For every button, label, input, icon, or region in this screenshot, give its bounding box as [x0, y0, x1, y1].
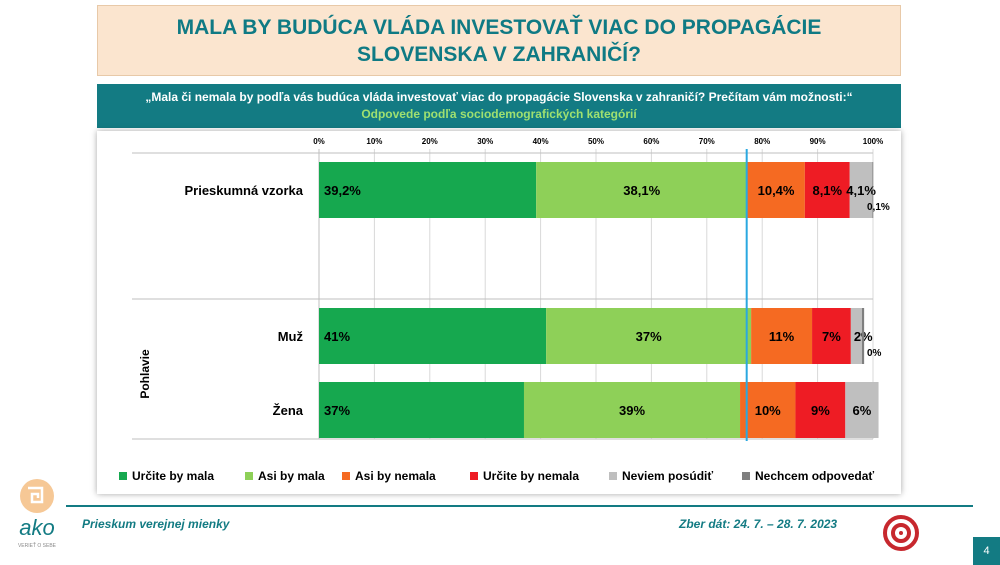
stacked-bar-chart: 0% 10% 20% 30% 40% 50% 60% 70% 80% 90% 100% Priesku…: [119, 137, 890, 483]
x-tick-label: 100%: [863, 137, 883, 146]
bar-segment: [536, 162, 748, 218]
legend-label: Neviem posúdiť: [622, 469, 713, 483]
footer-survey-label: Prieskum verejnej mienky: [82, 517, 230, 531]
legend-swatch: [470, 472, 478, 480]
data-label: 4,1%: [846, 183, 876, 198]
data-label: 9%: [811, 403, 830, 418]
category-label: Žena: [273, 403, 304, 418]
data-label: 11%: [769, 329, 795, 344]
legend-swatch: [245, 472, 253, 480]
x-tick-label: 90%: [810, 137, 826, 146]
x-tick-label: 50%: [588, 137, 604, 146]
bar-segment: [740, 382, 796, 438]
data-label: 37%: [324, 403, 350, 418]
legend-label: Asi by mala: [258, 469, 325, 483]
footer-divider: [66, 505, 973, 507]
bar-segment: [319, 382, 524, 438]
data-label: 37%: [636, 329, 662, 344]
x-tick-label: 60%: [643, 137, 659, 146]
legend-label: Určite by mala: [132, 469, 214, 483]
bar-segment: [523, 382, 741, 438]
x-tick-label: 20%: [422, 137, 438, 146]
data-label: 39,2%: [324, 183, 361, 198]
bar-segment: [849, 162, 873, 218]
logo-brand-text: ako: [19, 515, 54, 540]
bar-segment: [751, 308, 813, 364]
data-label: 10%: [755, 403, 781, 418]
x-tick-label: 40%: [533, 137, 549, 146]
data-label: 10,4%: [758, 183, 795, 198]
bar-segment: [319, 162, 537, 218]
data-label: 0%: [867, 348, 882, 359]
question-text: „Mala či nemala by podľa vás budúca vlád…: [145, 90, 853, 104]
ako-logo: ako VERIEŤ O SEBE: [8, 474, 66, 559]
legend-swatch: [119, 472, 127, 480]
bar-segment: [850, 308, 862, 364]
logo-maze-mark: [28, 486, 44, 504]
x-tick-label: 70%: [699, 137, 715, 146]
logo-tagline-text: VERIEŤ O SEBE: [18, 541, 57, 549]
data-label: 8,1%: [812, 183, 842, 198]
bar-segment: [747, 162, 805, 218]
chart-panel: 0% 10% 20% 30% 40% 50% 60% 70% 80% 90% 100% Priesku…: [97, 131, 901, 494]
bar-segment: [861, 308, 865, 364]
data-label: 41%: [324, 329, 350, 344]
x-tick-label: 30%: [477, 137, 493, 146]
legend-label: Asi by nemala: [355, 469, 436, 483]
x-tick-label: 0%: [313, 137, 325, 146]
bar-segment: [872, 162, 874, 218]
title-box: MALA BY BUDÚCA VLÁDA INVESTOVAŤ VIAC DO …: [97, 5, 901, 76]
bar-segment: [804, 162, 850, 218]
data-label: 7%: [822, 329, 841, 344]
data-label: 0,1%: [867, 202, 890, 213]
bar-segment: [795, 382, 846, 438]
bar-segment: [546, 308, 752, 364]
data-label: 6%: [853, 403, 872, 418]
category-label: Prieskumná vzorka: [184, 183, 303, 198]
x-tick-label: 80%: [754, 137, 770, 146]
bar-segment: [845, 382, 879, 438]
spiral-emblem-icon: [879, 513, 923, 558]
legend-swatch: [609, 472, 617, 480]
legend-swatch: [342, 472, 350, 480]
bar-segment: [812, 308, 851, 364]
x-tick-label: 10%: [366, 137, 382, 146]
group-label: Pohlavie: [138, 349, 152, 399]
bar-segment: [319, 308, 547, 364]
subtitle-text: Odpovede podľa sociodemografických kateg…: [361, 107, 637, 121]
footer-date-label: Zber dát: 24. 7. – 28. 7. 2023: [679, 517, 838, 531]
legend-label: Určite by nemala: [483, 469, 579, 483]
data-label: 39%: [619, 403, 645, 418]
page-number: 4: [973, 537, 1000, 565]
legend-label: Nechcem odpovedať: [755, 469, 874, 483]
legend-swatch: [742, 472, 750, 480]
data-label: 38,1%: [623, 183, 660, 198]
page-title: MALA BY BUDÚCA VLÁDA INVESTOVAŤ VIAC DO …: [176, 15, 822, 66]
question-box: „Mala či nemala by podľa vás budúca vlád…: [97, 84, 901, 128]
category-label: Muž: [278, 329, 304, 344]
